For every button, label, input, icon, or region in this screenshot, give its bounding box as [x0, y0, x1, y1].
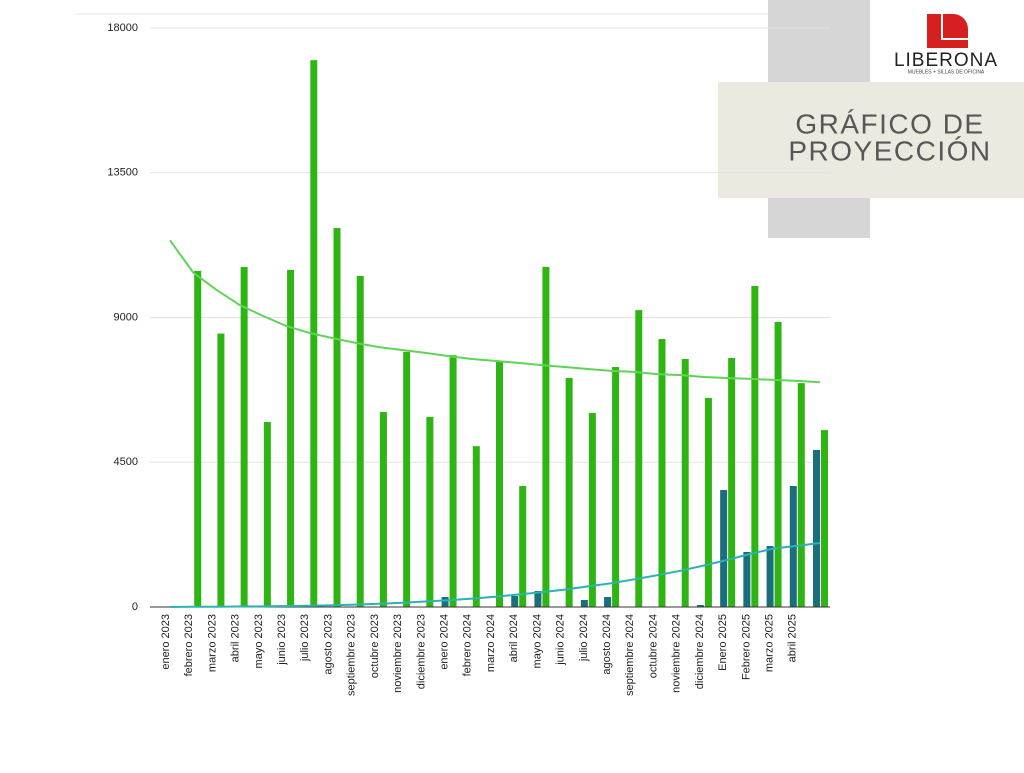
bar	[743, 551, 751, 607]
x-tick-label: febrero 2023	[183, 614, 195, 676]
bar	[356, 276, 364, 607]
bar	[194, 270, 202, 607]
x-tick-label: mayo 2024	[531, 614, 543, 668]
bar	[519, 486, 527, 607]
bar	[696, 605, 704, 607]
bar	[580, 599, 588, 607]
x-tick-label: agosto 2023	[322, 614, 334, 675]
bar	[565, 377, 573, 607]
x-tick-label: noviembre 2024	[671, 614, 683, 693]
bar	[797, 383, 805, 607]
bar	[766, 546, 774, 607]
x-tick-label: abril 2024	[508, 614, 520, 662]
bar	[728, 358, 736, 607]
x-tick-label: diciembre 2023	[415, 614, 427, 689]
logo: LIBERONA MUEBLES + SILLAS DE OFICINA	[894, 14, 998, 75]
bar	[403, 351, 411, 607]
bar	[774, 322, 782, 607]
bar	[449, 355, 457, 607]
x-tick-label: agosto 2024	[601, 614, 613, 675]
bar	[813, 449, 820, 607]
slide-title: PROYECCIÓN	[788, 135, 991, 166]
y-tick-label: 9000	[114, 311, 138, 323]
bar	[496, 360, 503, 607]
bar	[681, 358, 689, 607]
y-tick-label: 13500	[107, 167, 138, 179]
y-tick-label: 0	[132, 601, 138, 613]
x-tick-label: diciembre 2024	[694, 614, 706, 689]
trend-line	[169, 239, 821, 384]
bar	[379, 412, 387, 607]
logo-tagline: MUEBLES + SILLAS DE OFICINA	[908, 69, 985, 75]
bar	[588, 413, 596, 607]
x-tick-label: septiembre 2023	[346, 614, 358, 696]
x-tick-label: octubre 2024	[647, 614, 659, 678]
x-tick-label: febrero 2024	[462, 614, 474, 676]
x-tick-label: noviembre 2023	[392, 614, 404, 693]
bar	[287, 269, 295, 607]
bar	[635, 310, 643, 607]
logo-mark	[943, 14, 968, 38]
x-tick-label: septiembre 2024	[624, 614, 636, 696]
x-tick-label: marzo 2024	[485, 614, 497, 672]
bar	[333, 228, 341, 607]
bar	[240, 266, 248, 607]
x-tick-label: mayo 2023	[253, 614, 265, 668]
x-tick-label: marzo 2025	[763, 614, 775, 672]
x-tick-label: abril 2023	[230, 614, 242, 662]
bar	[720, 490, 728, 607]
trend-line	[169, 542, 821, 608]
x-tick-label: julio 2024	[578, 614, 590, 662]
bar	[217, 333, 225, 607]
x-tick-label: junio 2024	[555, 614, 567, 666]
logo-mark	[927, 14, 968, 48]
title-box	[718, 82, 1024, 198]
bar	[441, 596, 449, 607]
x-tick-label: Febrero 2025	[740, 614, 752, 680]
y-tick-label: 18000	[107, 22, 138, 34]
x-tick-label: enero 2023	[160, 614, 172, 670]
x-tick-label: enero 2024	[438, 614, 450, 670]
bar	[604, 596, 612, 607]
x-tick-label: abril 2025	[787, 614, 799, 662]
bar	[426, 416, 434, 607]
x-tick-label: marzo 2023	[206, 614, 218, 672]
bar	[612, 367, 620, 607]
bar	[751, 285, 759, 607]
y-tick-label: 4500	[114, 456, 138, 468]
bar	[534, 591, 542, 607]
bar	[542, 266, 550, 607]
bar	[511, 595, 519, 607]
logo-name: LIBERONA	[894, 50, 998, 71]
bar	[704, 397, 712, 607]
bar	[658, 339, 666, 607]
slide-title: GRÁFICO DE	[795, 108, 984, 139]
x-tick-label: octubre 2023	[369, 614, 381, 678]
x-tick-label: julio 2023	[299, 614, 311, 662]
x-tick-label: Enero 2025	[717, 614, 729, 671]
bar	[263, 422, 271, 607]
x-tick-label: junio 2023	[276, 614, 288, 666]
bar	[472, 446, 480, 607]
bar	[821, 430, 828, 607]
